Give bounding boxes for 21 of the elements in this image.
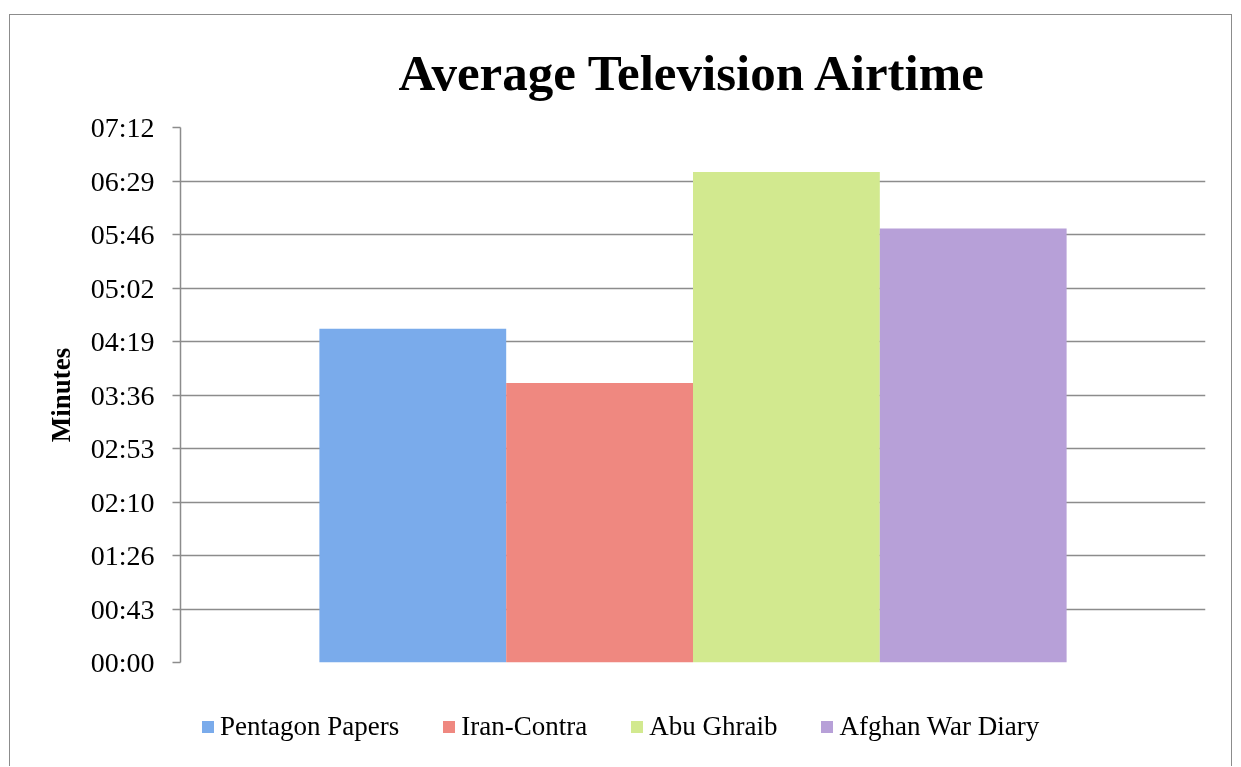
y-tick-label: 00:00: [90, 647, 155, 678]
legend-label: Iran-Contra: [461, 711, 588, 742]
y-tick-label: 05:46: [90, 219, 155, 250]
y-tick-label: 03:36: [90, 379, 155, 411]
bar: [506, 383, 693, 663]
y-tick-label: 04:19: [90, 326, 155, 357]
legend-label: Pentagon Papers: [220, 711, 400, 742]
y-axis-title: Minutes: [45, 347, 76, 443]
bar: [319, 328, 507, 663]
legend-label: Abu Ghraib: [649, 711, 778, 742]
y-tick-label: 02:53: [90, 433, 155, 464]
y-tick-label: 02:10: [90, 486, 155, 518]
chart-title: Average Television Airtime: [398, 45, 984, 101]
bar: [879, 228, 1067, 663]
y-tick-label: 06:29: [90, 165, 155, 197]
bar: [693, 172, 880, 663]
y-tick-label: 01:26: [90, 540, 155, 571]
y-tick-label: 05:02: [90, 272, 155, 304]
y-tick-label: 00:43: [90, 593, 155, 625]
y-tick-label: 07:12: [90, 112, 155, 143]
legend-label: Afghan War Diary: [839, 711, 1040, 742]
